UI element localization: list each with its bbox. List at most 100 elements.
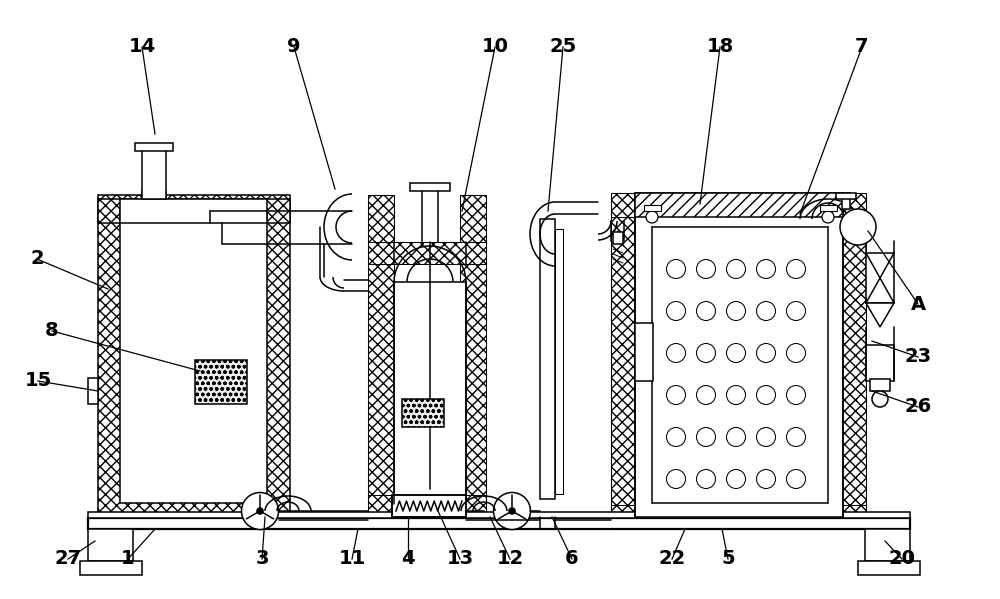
Bar xyxy=(135,143,173,151)
Circle shape xyxy=(696,386,716,404)
Bar xyxy=(820,205,837,211)
Bar xyxy=(88,512,910,518)
Circle shape xyxy=(726,428,746,446)
Bar xyxy=(842,193,850,209)
Text: 5: 5 xyxy=(721,549,735,568)
Bar xyxy=(611,193,866,217)
Circle shape xyxy=(872,391,888,407)
Circle shape xyxy=(666,259,686,279)
Circle shape xyxy=(822,211,834,223)
Circle shape xyxy=(757,428,776,446)
Circle shape xyxy=(726,470,746,489)
Circle shape xyxy=(726,386,746,404)
Bar xyxy=(195,360,247,404)
Bar xyxy=(635,193,843,217)
Circle shape xyxy=(757,301,776,320)
Circle shape xyxy=(696,259,716,279)
Circle shape xyxy=(696,470,716,489)
Bar xyxy=(842,197,866,517)
Circle shape xyxy=(757,343,776,362)
Bar xyxy=(866,345,894,381)
Bar xyxy=(644,205,661,211)
Circle shape xyxy=(726,301,746,320)
Text: 23: 23 xyxy=(904,347,932,367)
Text: 4: 4 xyxy=(401,549,415,568)
Circle shape xyxy=(840,209,876,245)
Bar xyxy=(613,232,623,244)
Circle shape xyxy=(646,211,658,223)
Circle shape xyxy=(666,386,686,404)
Text: A: A xyxy=(910,295,926,313)
Text: 14: 14 xyxy=(128,38,156,56)
Text: 13: 13 xyxy=(446,549,474,568)
Circle shape xyxy=(786,343,806,362)
Circle shape xyxy=(786,301,806,320)
Text: 8: 8 xyxy=(45,322,59,340)
Bar xyxy=(402,399,444,427)
Text: 22: 22 xyxy=(658,549,686,568)
Text: 26: 26 xyxy=(904,398,932,416)
Bar xyxy=(98,199,290,223)
Circle shape xyxy=(696,343,716,362)
Text: 20: 20 xyxy=(889,549,916,568)
Circle shape xyxy=(242,492,278,530)
Bar xyxy=(120,209,267,503)
Circle shape xyxy=(257,508,263,514)
Text: 1: 1 xyxy=(121,549,135,568)
Bar xyxy=(635,193,843,517)
Bar xyxy=(98,195,290,517)
Circle shape xyxy=(786,386,806,404)
Circle shape xyxy=(786,259,806,279)
Bar xyxy=(88,518,910,529)
Circle shape xyxy=(666,428,686,446)
Circle shape xyxy=(666,301,686,320)
Text: 7: 7 xyxy=(855,38,869,56)
Polygon shape xyxy=(866,303,894,327)
Bar xyxy=(611,197,635,517)
Text: 11: 11 xyxy=(338,549,366,568)
Circle shape xyxy=(666,343,686,362)
Text: 10: 10 xyxy=(482,38,509,56)
Circle shape xyxy=(509,508,515,514)
Circle shape xyxy=(666,470,686,489)
Circle shape xyxy=(696,301,716,320)
Text: 6: 6 xyxy=(565,549,579,568)
Text: 3: 3 xyxy=(255,549,269,568)
Text: 9: 9 xyxy=(287,38,301,56)
Circle shape xyxy=(696,428,716,446)
Bar xyxy=(635,323,653,381)
Bar xyxy=(394,282,466,504)
Bar xyxy=(865,529,910,561)
Circle shape xyxy=(757,470,776,489)
Bar xyxy=(611,505,866,529)
Bar xyxy=(555,229,563,494)
Text: 18: 18 xyxy=(706,38,734,56)
Bar xyxy=(368,242,486,264)
Bar xyxy=(460,195,486,517)
Bar xyxy=(836,193,856,199)
Circle shape xyxy=(757,259,776,279)
Bar xyxy=(88,529,133,561)
Bar xyxy=(80,561,142,575)
Bar xyxy=(392,495,466,517)
Circle shape xyxy=(494,492,530,530)
Bar xyxy=(858,561,920,575)
Text: 27: 27 xyxy=(54,549,82,568)
Bar xyxy=(88,378,98,404)
Circle shape xyxy=(757,386,776,404)
Bar xyxy=(392,495,466,517)
Text: 12: 12 xyxy=(496,549,524,568)
Circle shape xyxy=(786,428,806,446)
Text: 2: 2 xyxy=(30,250,44,268)
Bar xyxy=(540,219,555,499)
Bar xyxy=(142,147,166,199)
Bar xyxy=(120,199,267,223)
Circle shape xyxy=(786,470,806,489)
Bar xyxy=(368,195,394,517)
Text: 15: 15 xyxy=(24,371,52,391)
Text: 25: 25 xyxy=(549,38,577,56)
Bar xyxy=(368,495,486,517)
Bar xyxy=(870,379,890,391)
Bar xyxy=(410,183,450,191)
Bar xyxy=(866,253,894,303)
